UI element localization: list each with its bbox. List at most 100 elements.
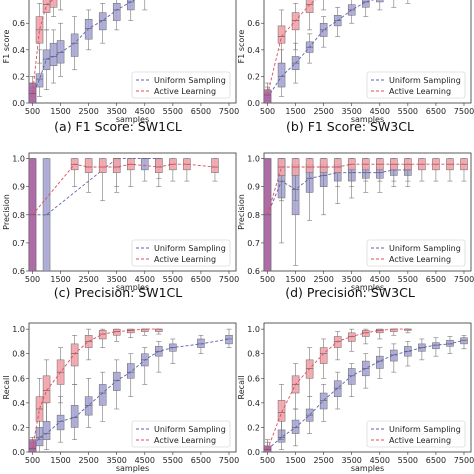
legend-label: Active Learning: [154, 87, 216, 96]
y-tick-label: 0.4: [247, 46, 260, 55]
x-tick-label: 7500: [454, 456, 474, 465]
y-tick-label: 0.0: [12, 99, 25, 108]
x-tick-label: 6500: [191, 275, 211, 284]
box: [305, 0, 314, 13]
box-uniform-5000: [390, 343, 398, 373]
box-active-2500: [319, 338, 328, 379]
x-tick-label: 1500: [50, 275, 70, 284]
box-uniform-5000: [391, 0, 397, 8]
plot-marks: [29, 158, 219, 271]
legend-label: Active Learning: [389, 436, 451, 445]
box: [305, 158, 314, 173]
box-active-2500: [321, 0, 327, 11]
legend-box: [131, 239, 231, 267]
y-axis-label: Recall: [2, 376, 11, 400]
box-active-3000: [98, 158, 107, 202]
box: [98, 12, 107, 31]
box: [42, 375, 51, 404]
box-active-500: [29, 158, 37, 271]
legend-label: Active Learning: [389, 87, 451, 96]
box: [291, 419, 300, 434]
box: [155, 158, 163, 173]
x-tick-label: 1500: [285, 456, 305, 465]
panel-caption: (b) F1 Score: SW3CL: [286, 119, 414, 134]
x-axis-label: samples: [116, 283, 149, 292]
x-tick-label: 2500: [78, 275, 98, 284]
box: [112, 3, 121, 21]
x-tick-label: 1500: [285, 275, 305, 284]
x-tick-label: 6500: [426, 107, 446, 116]
panel-caption: (d) Precision: SW3CL: [285, 285, 415, 300]
x-tick-label: 1500: [285, 107, 305, 116]
box-uniform-3000: [333, 371, 342, 410]
legend-label: Active Learning: [389, 255, 451, 264]
box: [84, 158, 93, 173]
x-tick-label: 7500: [219, 107, 239, 116]
box: [460, 337, 468, 345]
x-tick-label: 4500: [135, 275, 155, 284]
legend-label: Uniform Sampling: [154, 244, 226, 253]
box-active-4500: [376, 158, 384, 182]
box-active-3500: [112, 158, 121, 193]
box-active-500: [264, 158, 272, 271]
box-active-2500: [84, 328, 93, 361]
box: [126, 0, 135, 11]
y-tick-label: 0.4: [12, 46, 25, 55]
box-uniform-3500: [347, 363, 356, 398]
panel-f: 0.0 0.2 0.4 0.6 0.8 1.0 500 1500 2500 3500 4500 550…: [237, 322, 474, 473]
y-tick-label: 0.6: [12, 267, 25, 276]
x-tick-label: 500: [260, 275, 275, 284]
box: [446, 339, 454, 347]
y-axis-label: Precision: [237, 194, 246, 230]
legend-label: Active Learning: [154, 436, 216, 445]
box-uniform-2500: [319, 384, 328, 422]
box: [333, 336, 342, 348]
x-tick-label: 4500: [370, 275, 390, 284]
box-uniform-3500: [112, 0, 121, 31]
legend: Uniform Sampling Active Learning: [366, 420, 466, 448]
x-tick-label: 7500: [219, 275, 239, 284]
y-tick-label: 0.8: [12, 211, 25, 220]
y-tick-label: 0.8: [247, 211, 260, 220]
box-active-1250: [49, 0, 58, 17]
x-tick-label: 3500: [107, 107, 127, 116]
y-axis-label: F1 score: [237, 30, 246, 64]
y-tick-label: 1.0: [12, 155, 25, 164]
median-line-active: [267, 328, 408, 450]
legend-label: Uniform Sampling: [154, 425, 226, 434]
median-line-uniform: [32, 158, 159, 216]
x-tick-label: 6500: [426, 456, 446, 465]
legend: Uniform Sampling Active Learning: [366, 239, 466, 267]
x-tick-label: 500: [25, 275, 40, 284]
y-tick-label: 0.0: [247, 99, 260, 108]
box: [84, 396, 93, 416]
y-tick-label: 0.4: [12, 399, 25, 408]
box: [70, 33, 79, 57]
box-uniform-4500: [376, 0, 384, 11]
x-tick-label: 7500: [454, 275, 474, 284]
median-line-uniform: [32, 0, 136, 97]
median-line-active: [32, 0, 54, 94]
box: [42, 0, 51, 13]
legend-label: Active Learning: [154, 255, 216, 264]
panel-e: 0.0 0.2 0.4 0.6 0.8 1.0 500 1500 2500 3500 4500 550…: [2, 322, 239, 473]
x-axis-label: samples: [351, 464, 384, 473]
box-uniform-4500: [142, 0, 148, 11]
plot-marks: [29, 0, 148, 103]
box: [277, 62, 286, 88]
x-axis-label: samples: [116, 115, 149, 124]
box: [70, 343, 79, 367]
box-uniform-5500: [405, 0, 411, 4]
x-tick-label: 500: [25, 107, 40, 116]
y-tick-label: 0.9: [247, 183, 260, 192]
y-tick-label: 0.8: [12, 350, 25, 359]
y-tick-label: 1.0: [12, 325, 25, 334]
x-tick-label: 500: [25, 456, 40, 465]
x-tick-label: 6500: [191, 456, 211, 465]
plot-marks: [264, 0, 411, 103]
median-line-active: [267, 0, 317, 96]
box-uniform-2500: [319, 16, 328, 48]
y-tick-label: 0.9: [12, 183, 25, 192]
panel-c: 0.6 0.7 0.8 0.9 1.0 500 1500 2500 3500 4500 5500 65…: [2, 152, 239, 300]
x-tick-label: 2500: [78, 107, 98, 116]
